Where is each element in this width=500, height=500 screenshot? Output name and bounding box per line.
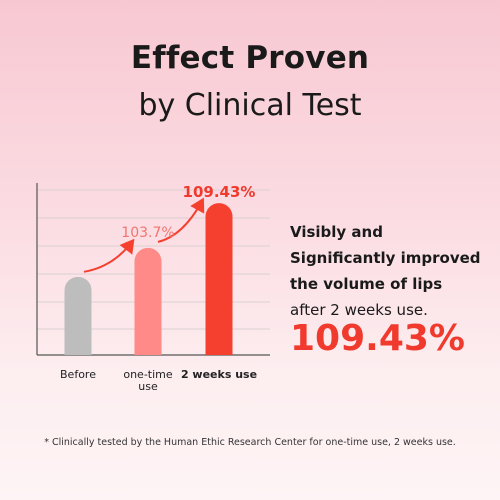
category-label-2-line-1: one-time (123, 368, 173, 381)
claim-line-4: after 2 weeks use. (290, 301, 428, 319)
category-label-1: Before (60, 368, 96, 381)
page-subtitle: by Clinical Test (138, 88, 362, 123)
bar-3 (205, 203, 233, 355)
category-label-3: 2 weeks use (181, 368, 257, 381)
claim-line-1: Visibly and (290, 223, 383, 241)
claim-text: Visibly and Significantly improved the v… (290, 219, 495, 323)
highlight-value: 109.43% (290, 318, 465, 359)
trend-arrow-2 (157, 197, 205, 243)
bar-2-base (134, 341, 162, 355)
footnote: * Clinically tested by the Human Ethic R… (44, 437, 456, 448)
bar-1-base (64, 341, 92, 355)
bar-1 (64, 276, 92, 355)
trend-arrow-1 (83, 238, 135, 273)
data-label-2: 103.7% (121, 225, 174, 241)
bar-3-base (205, 341, 233, 355)
claim-line-2: Significantly improved (290, 249, 481, 267)
claim-line-3: the volume of lips (290, 275, 443, 293)
page-title: Effect Proven (130, 40, 370, 76)
data-label-3: 109.43% (183, 183, 256, 201)
bar-2 (134, 247, 162, 355)
category-label-2-line-2: use (138, 380, 158, 393)
